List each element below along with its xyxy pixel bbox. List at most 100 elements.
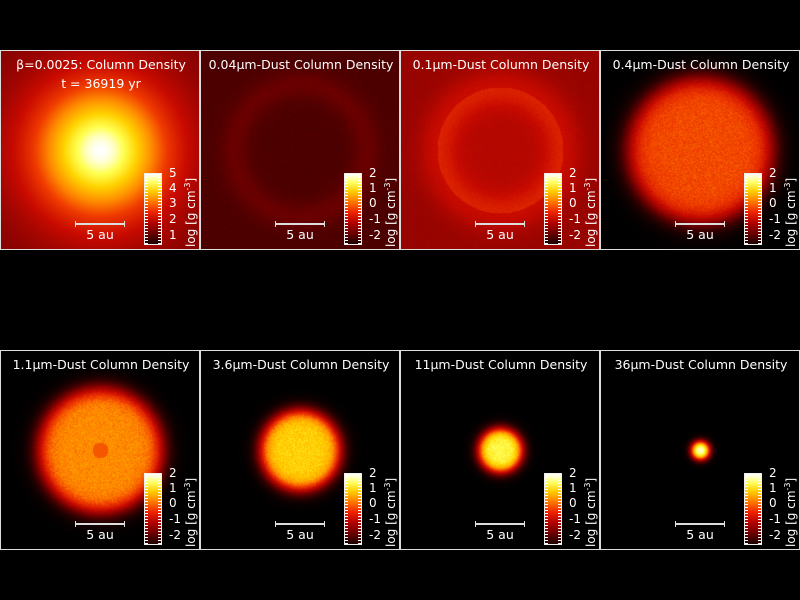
colorbar-tick: 0 [369,496,377,510]
colorbar-tick: -2 [169,528,181,542]
colorbar-tick: 1 [569,481,577,495]
colorbar-tick: -1 [169,512,181,526]
dust-density-image [601,351,799,549]
colorbar-ticks: 2 1 0 -1 -2 [369,467,383,547]
panel-title: 3.6μm-Dust Column Density [212,357,390,372]
scale-bar-label: 5 au [286,527,314,542]
colorbar [744,173,762,245]
colorbar [144,473,162,545]
gas-density-image [1,51,199,249]
colorbar-tick: -1 [569,512,581,526]
colorbar-tick: -2 [769,528,781,542]
colorbar-tick: -2 [369,228,381,242]
colorbar-tick: -2 [569,228,581,242]
colorbar-ticks: 5 4 3 2 1 [169,167,183,247]
colorbar-tick: 1 [569,181,577,195]
colorbar [144,173,162,245]
colorbar-tick: 0 [769,496,777,510]
scale-bar [275,521,325,527]
scale-bar [675,221,725,227]
colorbar [544,173,562,245]
colorbar-tick: -2 [769,228,781,242]
colorbar-tick: 2 [369,166,377,180]
dust-density-image [601,51,799,249]
colorbar-tick: 2 [569,466,577,480]
colorbar-ticks: 2 1 0 -1 -2 [769,467,783,547]
scale-bar-label: 5 au [486,527,514,542]
panel-title: 0.1μm-Dust Column Density [412,57,590,72]
panel-gas-column-density: β=0.0025: Column Density t = 36919 yr 5 … [0,50,200,250]
colorbar-tick: 5 [169,166,177,180]
scale-bar [675,521,725,527]
colorbar [544,473,562,545]
colorbar-tick: 1 [369,181,377,195]
colorbar-tick: 2 [769,166,777,180]
colorbar-unit-label: log [g cm-3] [383,177,398,247]
colorbar-unit-label: log [g cm-3] [783,177,798,247]
dust-density-image [401,351,599,549]
colorbar-tick: 2 [369,466,377,480]
colorbar-ticks: 2 1 0 -1 -2 [569,167,583,247]
scale-bar [75,221,125,227]
panel-title: β=0.0025: Column Density [16,57,186,72]
colorbar-tick: 2 [169,212,177,226]
panel-title: 11μm-Dust Column Density [414,357,588,372]
colorbar-unit-label: log [g cm-3] [783,477,798,547]
colorbar-tick: 1 [369,481,377,495]
colorbar-tick: 2 [769,466,777,480]
dust-density-image [401,51,599,249]
colorbar-ticks: 2 1 0 -1 -2 [769,167,783,247]
scale-bar-label: 5 au [86,227,114,242]
colorbar-tick: -1 [769,512,781,526]
colorbar-tick: 1 [169,228,177,242]
colorbar-tick: 3 [169,196,177,210]
colorbar-tick: 4 [169,181,177,195]
panel-dust-36um: 36μm-Dust Column Density 5 au 2 1 0 -1 -… [600,350,800,550]
colorbar-tick: 1 [769,481,777,495]
colorbar-unit-label: log [g cm-3] [183,477,198,547]
panel-title: 0.4μm-Dust Column Density [612,57,790,72]
colorbar-tick: -1 [369,512,381,526]
colorbar-tick: 0 [369,196,377,210]
scale-bar-label: 5 au [486,227,514,242]
scale-bar [275,221,325,227]
colorbar-tick: 2 [569,166,577,180]
scale-bar-label: 5 au [686,527,714,542]
colorbar-unit-label: log [g cm-3] [583,477,598,547]
panel-dust-0.4um: 0.4μm-Dust Column Density 5 au 2 1 0 -1 … [600,50,800,250]
colorbar-tick: 0 [169,496,177,510]
colorbar-tick: -2 [369,528,381,542]
colorbar-ticks: 2 1 0 -1 -2 [569,467,583,547]
scale-bar-label: 5 au [686,227,714,242]
colorbar-ticks: 2 1 0 -1 -2 [169,467,183,547]
colorbar-tick: -2 [569,528,581,542]
panel-title: 0.04μm-Dust Column Density [208,57,394,72]
colorbar-unit-label: log [g cm-3] [383,477,398,547]
dust-density-image [201,51,399,249]
panel-dust-0.04um: 0.04μm-Dust Column Density 5 au 2 1 0 -1… [200,50,400,250]
panel-title: 1.1μm-Dust Column Density [12,357,190,372]
colorbar [344,173,362,245]
scale-bar [75,521,125,527]
panel-time-label: t = 36919 yr [61,76,141,91]
scale-bar-label: 5 au [286,227,314,242]
panel-dust-1.1um: 1.1μm-Dust Column Density 5 au 2 1 0 -1 … [0,350,200,550]
panel-dust-3.6um: 3.6μm-Dust Column Density 5 au 2 1 0 -1 … [200,350,400,550]
scale-bar [475,221,525,227]
colorbar-tick: -1 [569,212,581,226]
panel-title: 36μm-Dust Column Density [614,357,788,372]
colorbar-tick: 1 [769,181,777,195]
colorbar-tick: 0 [569,496,577,510]
colorbar-tick: -1 [769,212,781,226]
colorbar-tick: 1 [169,481,177,495]
scale-bar [475,521,525,527]
dust-density-image [1,351,199,549]
colorbar-ticks: 2 1 0 -1 -2 [369,167,383,247]
dust-density-image [201,351,399,549]
colorbar-unit-label: log [g cm-3] [583,177,598,247]
colorbar [744,473,762,545]
colorbar-tick: -1 [369,212,381,226]
scale-bar-label: 5 au [86,527,114,542]
colorbar-unit-label: log [g cm-3] [183,177,198,247]
